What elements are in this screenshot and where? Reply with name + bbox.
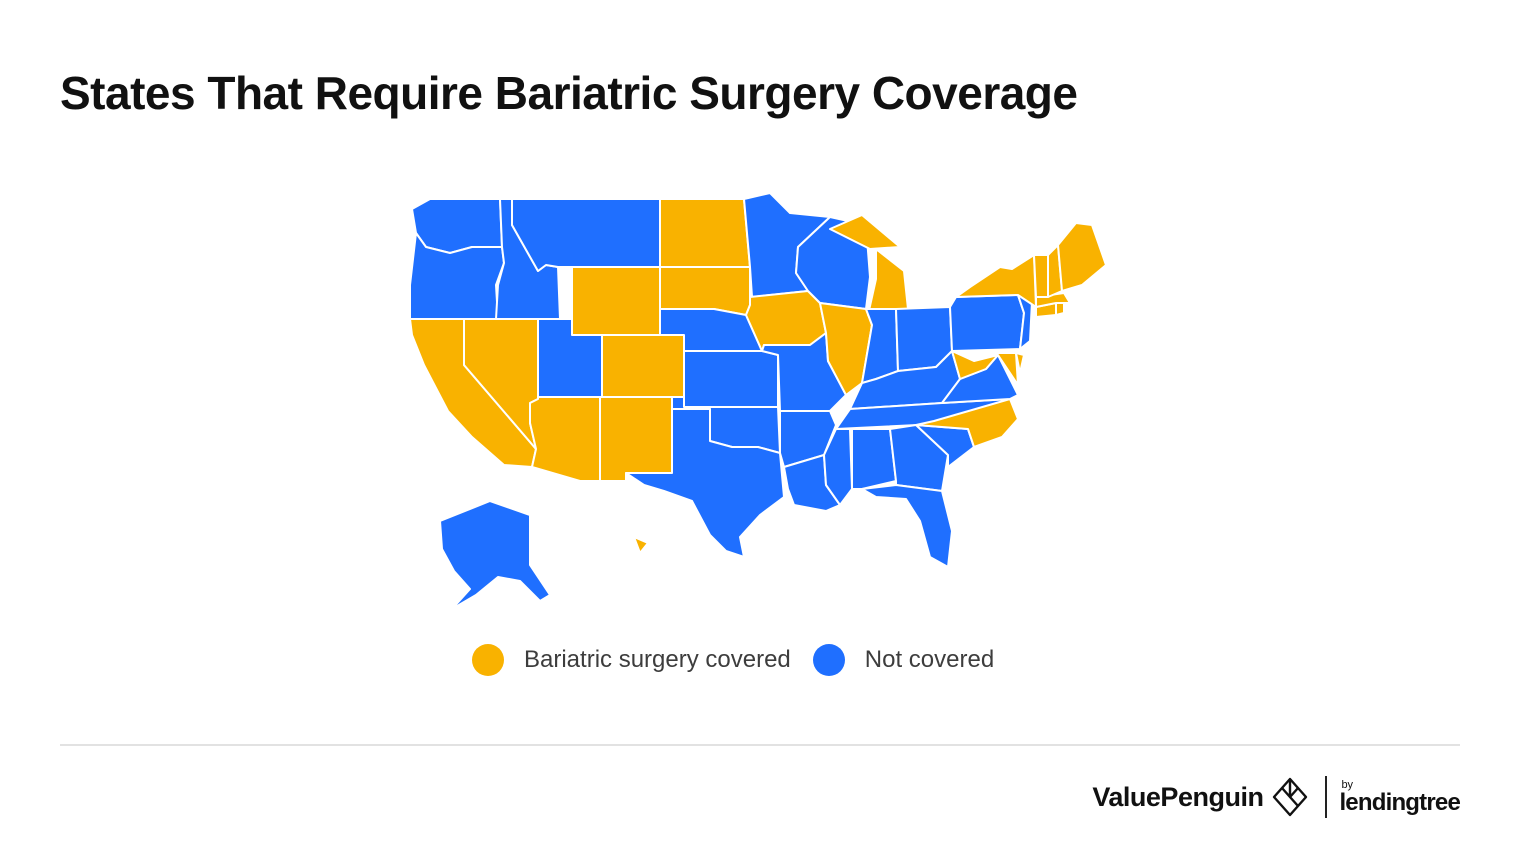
legend-label-covered: Bariatric surgery covered bbox=[524, 646, 791, 673]
state-ks bbox=[683, 350, 779, 408]
state-md bbox=[973, 352, 1019, 386]
state-ri bbox=[1055, 302, 1065, 316]
valuepenguin-logo-text: ValuePenguin bbox=[1092, 781, 1264, 812]
lendingtree-logo-text: lendingtree bbox=[1339, 788, 1460, 816]
state-nm bbox=[599, 396, 673, 482]
state-co bbox=[601, 334, 685, 398]
state-de bbox=[1015, 352, 1025, 374]
state-wv bbox=[951, 350, 999, 380]
state-al bbox=[851, 428, 897, 490]
legend-item-covered: Bariatric surgery covered bbox=[472, 644, 791, 676]
state-az bbox=[529, 396, 601, 482]
state-vt bbox=[1033, 254, 1049, 298]
legend-label-not-covered: Not covered bbox=[864, 646, 995, 673]
footer-divider bbox=[60, 744, 1460, 746]
footer-logos: ValuePenguin by lendingtree bbox=[1092, 772, 1461, 822]
state-mi-upper-peninsula bbox=[829, 214, 901, 250]
state-me bbox=[1057, 222, 1107, 292]
state-ny bbox=[955, 254, 1037, 308]
legend-swatch-not-covered bbox=[812, 644, 845, 676]
state-mi bbox=[867, 248, 909, 316]
page-title: States That Require Bariatric Surgery Co… bbox=[60, 67, 1078, 119]
map-legend: Bariatric surgery covered Not covered bbox=[472, 644, 994, 676]
logo-separator bbox=[1325, 776, 1328, 818]
valuepenguin-diamond-icon bbox=[1273, 777, 1308, 817]
state-ak bbox=[439, 500, 551, 610]
state-tx bbox=[625, 408, 785, 558]
lendingtree-logo: by lendingtree bbox=[1339, 778, 1460, 816]
state-nc bbox=[915, 398, 1019, 448]
state-sd bbox=[659, 266, 751, 316]
state-hi bbox=[633, 536, 649, 554]
state-mt bbox=[511, 198, 661, 272]
legend-item-not-covered: Not covered bbox=[812, 644, 995, 676]
state-pa bbox=[949, 294, 1025, 352]
state-fl bbox=[861, 484, 953, 568]
by-label: by bbox=[1341, 778, 1354, 791]
states-layer bbox=[409, 192, 1107, 610]
us-map-svg bbox=[409, 192, 1107, 610]
state-wy bbox=[571, 266, 661, 336]
legend-swatch-covered bbox=[472, 644, 504, 676]
us-coverage-map bbox=[400, 185, 1120, 625]
state-nd bbox=[659, 198, 751, 268]
